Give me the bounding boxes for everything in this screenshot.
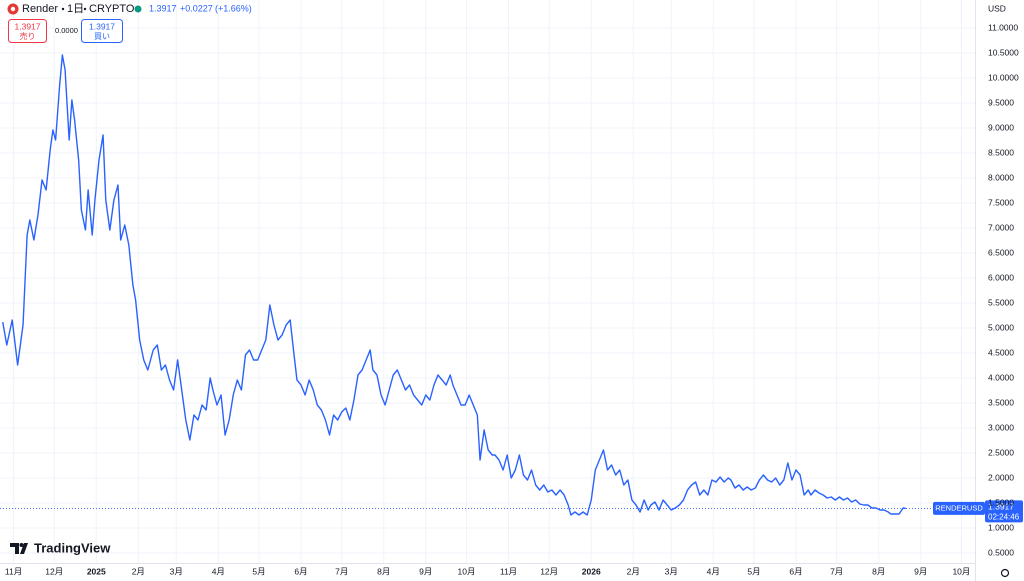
- y-tick-label: 8.5000: [988, 147, 1014, 157]
- grid: [0, 0, 975, 563]
- currency: USD: [988, 3, 1006, 13]
- last-price: 1.3917: [149, 3, 177, 13]
- y-tick-label: 1.0000: [988, 522, 1014, 532]
- separator: [83, 7, 87, 11]
- x-tick-label: 9月: [914, 566, 927, 576]
- sell-price[interactable]: 1.3917: [15, 21, 41, 31]
- buy-price[interactable]: 1.3917: [89, 21, 115, 31]
- x-tick-label: 12月: [45, 566, 63, 576]
- x-tick-label: 3月: [170, 566, 183, 576]
- x-tick-label: 2025: [87, 566, 106, 576]
- settings-icon[interactable]: [1000, 568, 1010, 578]
- change: +0.0227: [180, 3, 213, 13]
- x-tick-label: 7月: [830, 566, 843, 576]
- x-tick-label: 6月: [789, 566, 802, 576]
- symbol-icon-inner: [10, 6, 16, 12]
- y-tick-label: 5.5000: [988, 297, 1014, 307]
- y-tick-label: 6.0000: [988, 272, 1014, 282]
- y-tick-label: 9.0000: [988, 122, 1014, 132]
- symbol-tag-bg: [933, 501, 985, 515]
- y-tick-label: 0.5000: [988, 547, 1014, 557]
- change-pct: (+1.66%): [215, 3, 252, 13]
- x-tick-label: 3月: [665, 566, 678, 576]
- plot: [0, 54, 975, 516]
- interval: 1日: [67, 3, 84, 15]
- x-tick-label: 5月: [252, 566, 265, 576]
- y-tick-label: 7.5000: [988, 197, 1014, 207]
- y-tick-label: 10.0000: [988, 72, 1019, 82]
- logo-icon-dot: [19, 543, 24, 547]
- price-line: [2, 54, 906, 516]
- buy-label[interactable]: 買い: [94, 32, 110, 41]
- y-tick-label: 1.5000: [988, 497, 1014, 507]
- x-tick-label: 2月: [132, 566, 145, 576]
- separator: [61, 7, 65, 11]
- sell-button[interactable]: [8, 19, 47, 43]
- price-tag-countdown: 02:24:46: [988, 513, 1020, 522]
- market-status: [134, 5, 142, 13]
- x-tick-label: 2月: [627, 566, 640, 576]
- x-tick-label: 11月: [5, 566, 22, 576]
- price-tag-bg: [985, 500, 1023, 523]
- sell-label[interactable]: 売り: [20, 31, 36, 41]
- y-tick-label: 2.5000: [988, 447, 1014, 457]
- x-tick-label: 8月: [377, 566, 390, 576]
- x-tick-label: 12月: [540, 566, 558, 576]
- symbol-tag: RENDERUSD: [935, 503, 983, 512]
- x-tick-label: 10月: [457, 566, 475, 576]
- y-tick-label: 9.5000: [988, 97, 1014, 107]
- y-tick-label: 3.5000: [988, 397, 1014, 407]
- y-tick-label: 4.0000: [988, 372, 1014, 382]
- logo-icon: [10, 543, 28, 554]
- x-tick-label: 6月: [294, 566, 307, 576]
- x-tick-label: 11月: [500, 566, 517, 576]
- x-tick-label: 10月: [952, 566, 970, 576]
- x-tick-label: 2026: [582, 566, 601, 576]
- brand: TradingView: [34, 540, 111, 555]
- y-tick-label: 4.5000: [988, 347, 1014, 357]
- y-tick-label: 7.0000: [988, 222, 1014, 232]
- spread: 0.0000: [55, 26, 78, 35]
- price-tag-value: 1.3917: [988, 502, 1014, 512]
- y-tick-label: 3.0000: [988, 422, 1014, 432]
- exchange: CRYPTO: [89, 3, 135, 15]
- x-tick-label: 5月: [747, 566, 760, 576]
- x-tick-label: 9月: [419, 566, 432, 576]
- y-tick-label: 11.0000: [988, 22, 1018, 32]
- y-tick-label: 6.5000: [988, 247, 1014, 257]
- buy-button[interactable]: [81, 19, 123, 43]
- y-tick-label: 5.0000: [988, 322, 1014, 332]
- x-tick-label: 7月: [335, 566, 348, 576]
- symbol: Render: [22, 3, 58, 15]
- y-tick-label: 2.0000: [988, 472, 1014, 482]
- x-tick-label: 8月: [872, 566, 885, 576]
- y-tick-label: 8.0000: [988, 172, 1014, 182]
- y-tick-label: 10.5000: [988, 47, 1019, 57]
- x-tick-label: 4月: [707, 566, 720, 576]
- x-tick-label: 4月: [212, 566, 225, 576]
